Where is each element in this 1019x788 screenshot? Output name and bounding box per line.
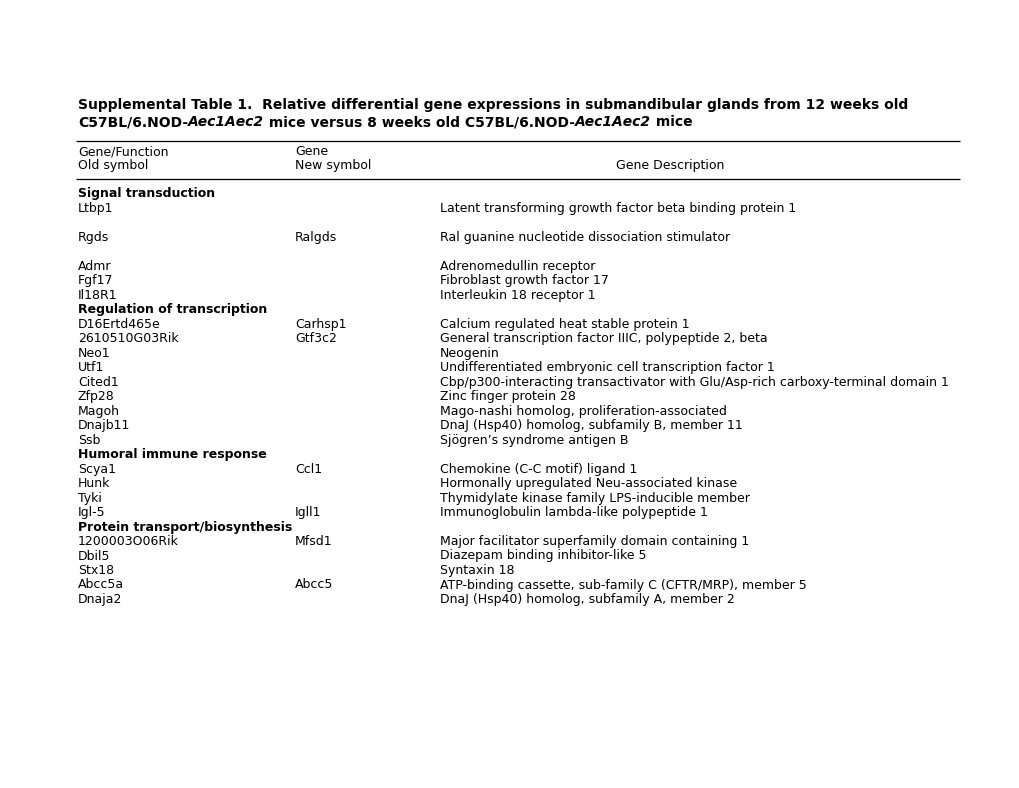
Text: Adrenomedullin receptor: Adrenomedullin receptor — [439, 259, 595, 273]
Text: ATP-binding cassette, sub-family C (CFTR/MRP), member 5: ATP-binding cassette, sub-family C (CFTR… — [439, 578, 806, 592]
Text: Neogenin: Neogenin — [439, 347, 499, 359]
Text: Ral guanine nucleotide dissociation stimulator: Ral guanine nucleotide dissociation stim… — [439, 231, 730, 243]
Text: Dnajb11: Dnajb11 — [77, 419, 130, 432]
Text: 1200003O06Rik: 1200003O06Rik — [77, 535, 178, 548]
Text: Aec1Aec2: Aec1Aec2 — [575, 115, 650, 129]
Text: Gene/Function: Gene/Function — [77, 145, 168, 158]
Text: Ccl1: Ccl1 — [294, 463, 322, 475]
Text: Ssb: Ssb — [77, 433, 100, 447]
Text: Calcium regulated heat stable protein 1: Calcium regulated heat stable protein 1 — [439, 318, 689, 330]
Text: Cbp/p300-interacting transactivator with Glu/Asp-rich carboxy-terminal domain 1: Cbp/p300-interacting transactivator with… — [439, 376, 948, 388]
Text: Gene Description: Gene Description — [615, 159, 723, 172]
Text: Mago-nashi homolog, proliferation-associated: Mago-nashi homolog, proliferation-associ… — [439, 404, 727, 418]
Text: Zinc finger protein 28: Zinc finger protein 28 — [439, 390, 576, 403]
Text: Neo1: Neo1 — [77, 347, 110, 359]
Text: Humoral immune response: Humoral immune response — [77, 448, 267, 461]
Text: D16Ertd465e: D16Ertd465e — [77, 318, 161, 330]
Text: Rgds: Rgds — [77, 231, 109, 243]
Text: Major facilitator superfamily domain containing 1: Major facilitator superfamily domain con… — [439, 535, 749, 548]
Text: Fibroblast growth factor 17: Fibroblast growth factor 17 — [439, 274, 608, 287]
Text: Zfp28: Zfp28 — [77, 390, 114, 403]
Text: Stx18: Stx18 — [77, 564, 114, 577]
Text: Ralgds: Ralgds — [294, 231, 337, 243]
Text: Abcc5: Abcc5 — [294, 578, 333, 592]
Text: Gtf3c2: Gtf3c2 — [294, 332, 336, 345]
Text: Abcc5a: Abcc5a — [77, 578, 124, 592]
Text: Thymidylate kinase family LPS-inducible member: Thymidylate kinase family LPS-inducible … — [439, 492, 749, 504]
Text: Latent transforming growth factor beta binding protein 1: Latent transforming growth factor beta b… — [439, 202, 796, 214]
Text: Scya1: Scya1 — [77, 463, 116, 475]
Text: Diazepam binding inhibitor-like 5: Diazepam binding inhibitor-like 5 — [439, 549, 646, 563]
Text: General transcription factor IIIC, polypeptide 2, beta: General transcription factor IIIC, polyp… — [439, 332, 767, 345]
Text: Admr: Admr — [77, 259, 111, 273]
Text: Dbil5: Dbil5 — [77, 549, 110, 563]
Text: C57BL/6.NOD-: C57BL/6.NOD- — [77, 115, 187, 129]
Text: Hunk: Hunk — [77, 477, 110, 490]
Text: Ltbp1: Ltbp1 — [77, 202, 113, 214]
Text: Aec1Aec2: Aec1Aec2 — [187, 115, 264, 129]
Text: Fgf17: Fgf17 — [77, 274, 113, 287]
Text: Chemokine (C-C motif) ligand 1: Chemokine (C-C motif) ligand 1 — [439, 463, 637, 475]
Text: Interleukin 18 receptor 1: Interleukin 18 receptor 1 — [439, 288, 595, 302]
Text: Il18R1: Il18R1 — [77, 288, 117, 302]
Text: Tyki: Tyki — [77, 492, 102, 504]
Text: Old symbol: Old symbol — [77, 159, 148, 172]
Text: Cited1: Cited1 — [77, 376, 118, 388]
Text: Igl-5: Igl-5 — [77, 506, 106, 519]
Text: 2610510G03Rik: 2610510G03Rik — [77, 332, 178, 345]
Text: Regulation of transcription: Regulation of transcription — [77, 303, 267, 316]
Text: Mfsd1: Mfsd1 — [294, 535, 332, 548]
Text: mice versus 8 weeks old C57BL/6.NOD-: mice versus 8 weeks old C57BL/6.NOD- — [264, 115, 575, 129]
Text: DnaJ (Hsp40) homolog, subfamily A, member 2: DnaJ (Hsp40) homolog, subfamily A, membe… — [439, 593, 734, 606]
Text: Syntaxin 18: Syntaxin 18 — [439, 564, 514, 577]
Text: Utf1: Utf1 — [77, 361, 104, 374]
Text: mice: mice — [650, 115, 692, 129]
Text: Undifferentiated embryonic cell transcription factor 1: Undifferentiated embryonic cell transcri… — [439, 361, 774, 374]
Text: Dnaja2: Dnaja2 — [77, 593, 122, 606]
Text: Immunoglobulin lambda-like polypeptide 1: Immunoglobulin lambda-like polypeptide 1 — [439, 506, 707, 519]
Text: Igll1: Igll1 — [294, 506, 321, 519]
Text: Gene: Gene — [294, 145, 328, 158]
Text: DnaJ (Hsp40) homolog, subfamily B, member 11: DnaJ (Hsp40) homolog, subfamily B, membe… — [439, 419, 742, 432]
Text: Supplemental Table 1.  Relative differential gene expressions in submandibular g: Supplemental Table 1. Relative different… — [77, 98, 907, 112]
Text: Magoh: Magoh — [77, 404, 120, 418]
Text: Hormonally upregulated Neu-associated kinase: Hormonally upregulated Neu-associated ki… — [439, 477, 737, 490]
Text: Signal transduction: Signal transduction — [77, 187, 215, 200]
Text: New symbol: New symbol — [294, 159, 371, 172]
Text: Carhsp1: Carhsp1 — [294, 318, 346, 330]
Text: Sjögren’s syndrome antigen B: Sjögren’s syndrome antigen B — [439, 433, 628, 447]
Text: Protein transport/biosynthesis: Protein transport/biosynthesis — [77, 521, 292, 533]
